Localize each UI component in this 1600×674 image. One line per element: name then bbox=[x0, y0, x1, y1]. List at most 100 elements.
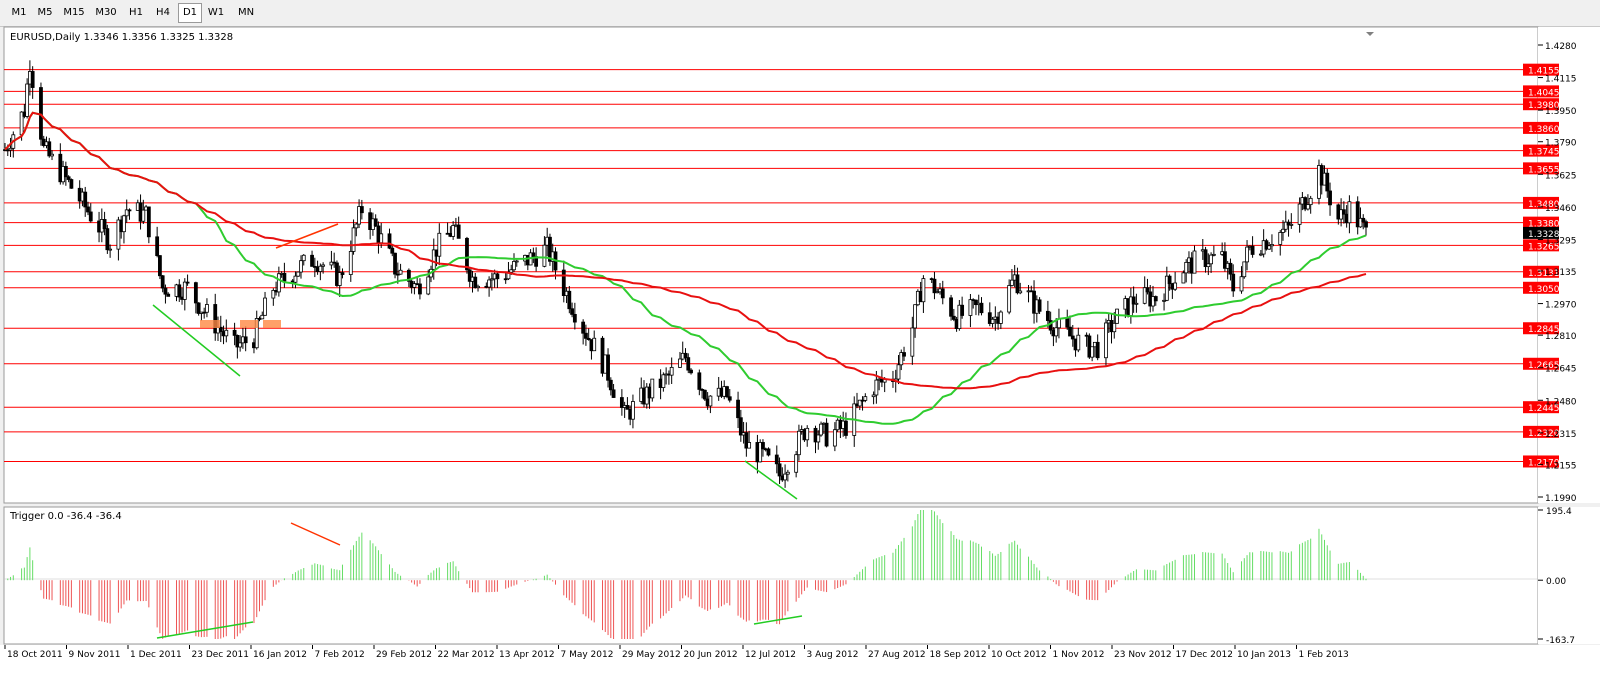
price-tick-label: 1.2155 bbox=[1545, 461, 1577, 471]
candle-body bbox=[1068, 326, 1072, 337]
current-price-bg bbox=[1523, 226, 1559, 239]
level-label: 1.3131 bbox=[1528, 269, 1560, 279]
level-label: 1.3745 bbox=[1528, 148, 1560, 158]
price-tick-label: 1.2810 bbox=[1545, 332, 1577, 342]
candle-body bbox=[1095, 341, 1100, 359]
candle-body bbox=[218, 326, 223, 332]
date-label: 13 Apr 2012 bbox=[499, 650, 555, 660]
level-label: 1.4045 bbox=[1528, 88, 1560, 98]
candle-body bbox=[572, 313, 577, 323]
candle-body bbox=[738, 417, 743, 436]
candle-body bbox=[606, 354, 610, 381]
candle-body bbox=[1347, 201, 1352, 224]
candle-body bbox=[398, 269, 403, 275]
candle-body bbox=[611, 389, 616, 398]
candle-body bbox=[650, 378, 655, 399]
timeframe-m15[interactable]: M15 bbox=[63, 7, 85, 18]
candle-body bbox=[1203, 249, 1208, 268]
date-label: 7 Feb 2012 bbox=[315, 650, 365, 660]
candle-body bbox=[1134, 302, 1139, 305]
level-label: 1.2320 bbox=[1528, 429, 1560, 439]
candle-body bbox=[608, 379, 613, 391]
timeframe-m30[interactable]: M30 bbox=[95, 7, 117, 18]
timeframe-d1[interactable]: D1 bbox=[178, 3, 202, 23]
candle-body bbox=[957, 304, 962, 330]
timeframe-h1[interactable]: H1 bbox=[129, 7, 143, 18]
candle-body bbox=[1267, 245, 1272, 250]
chart-area[interactable]: 1.4155 1.4045 1.3980 1.3860 1.3745 1.3655 1.34… bbox=[0, 26, 1600, 674]
divergence-line-green-2 bbox=[744, 460, 798, 500]
level-label: 1.3980 bbox=[1528, 101, 1560, 111]
candle-body bbox=[987, 312, 992, 324]
marker-orange-2 bbox=[240, 320, 258, 328]
candle-body bbox=[1242, 261, 1247, 278]
level-label: 1.3265 bbox=[1528, 242, 1560, 252]
sub-divergence-green-1 bbox=[156, 621, 254, 639]
level-label: 1.3380 bbox=[1528, 220, 1560, 230]
candle-body bbox=[910, 327, 915, 357]
candle-body bbox=[797, 430, 801, 456]
candle-body bbox=[896, 364, 901, 380]
candle-body bbox=[202, 311, 207, 314]
timeframe-m1[interactable]: M1 bbox=[11, 7, 27, 18]
candle-body bbox=[193, 282, 198, 304]
timeframe-m5[interactable]: M5 bbox=[37, 7, 53, 18]
candle-body bbox=[727, 396, 732, 401]
date-label: 18 Oct 2011 bbox=[7, 650, 63, 660]
candle-body bbox=[871, 394, 876, 398]
candle-body bbox=[509, 269, 514, 273]
date-axis-labels: 18 Oct 2011 9 Nov 2011 1 Dec 2011 23 Dec 20… bbox=[4, 645, 1349, 660]
candle-body bbox=[902, 352, 906, 357]
candle-body bbox=[412, 283, 417, 288]
red-moving-average bbox=[4, 111, 1367, 390]
candle-body bbox=[282, 272, 287, 282]
candle-body bbox=[213, 304, 218, 334]
current-price-label: 1.3328 bbox=[1528, 230, 1560, 240]
date-label: 18 Sep 2012 bbox=[930, 650, 987, 660]
candle-body bbox=[1303, 197, 1308, 210]
candle-body bbox=[1010, 279, 1014, 286]
candle-body bbox=[124, 209, 129, 217]
candle-body bbox=[196, 302, 201, 314]
candle-body bbox=[395, 273, 400, 276]
date-label: 20 Jun 2012 bbox=[684, 650, 738, 660]
candle-body bbox=[393, 252, 397, 275]
level-label: 1.2665 bbox=[1528, 361, 1560, 371]
candle-body bbox=[1054, 327, 1059, 337]
date-label: 1 Nov 2012 bbox=[1053, 650, 1105, 660]
candle-body bbox=[697, 372, 702, 390]
candle-body bbox=[1245, 246, 1249, 263]
candle-body bbox=[1104, 322, 1108, 359]
candle-body bbox=[146, 206, 151, 238]
candle-body bbox=[1281, 228, 1285, 233]
timeframe-h4[interactable]: H4 bbox=[156, 7, 170, 18]
candle-body bbox=[542, 244, 547, 267]
candle-body bbox=[619, 397, 624, 408]
candle-body bbox=[1112, 322, 1117, 333]
divergence-line-red-1 bbox=[275, 223, 339, 249]
price-tick-label: 1.4280 bbox=[1545, 42, 1577, 52]
candle-body bbox=[66, 176, 71, 180]
candle-body bbox=[689, 369, 693, 374]
candle-body bbox=[824, 422, 829, 447]
candle-body bbox=[960, 304, 965, 316]
candle-body bbox=[160, 275, 165, 289]
candle-body bbox=[1173, 282, 1178, 290]
candle-body bbox=[351, 227, 356, 252]
timeframe-mn[interactable]: MN bbox=[237, 7, 255, 18]
candle-body bbox=[243, 336, 248, 344]
level-label-bg bbox=[1523, 455, 1559, 468]
candle-body bbox=[979, 302, 984, 314]
candle-body bbox=[406, 269, 411, 282]
candle-body bbox=[1283, 221, 1288, 230]
level-label-bg bbox=[1523, 425, 1559, 438]
divergence-line-green-1 bbox=[152, 304, 241, 377]
price-tick-label: 1.2645 bbox=[1545, 365, 1577, 375]
timeframe-w1[interactable]: W1 bbox=[207, 7, 225, 18]
price-tick-label: 1.2480 bbox=[1545, 397, 1577, 407]
candle-body bbox=[431, 249, 436, 270]
candle-body bbox=[418, 283, 422, 295]
candle-body bbox=[819, 423, 823, 436]
date-label: 29 May 2012 bbox=[622, 650, 681, 660]
candle-body bbox=[1211, 253, 1216, 256]
